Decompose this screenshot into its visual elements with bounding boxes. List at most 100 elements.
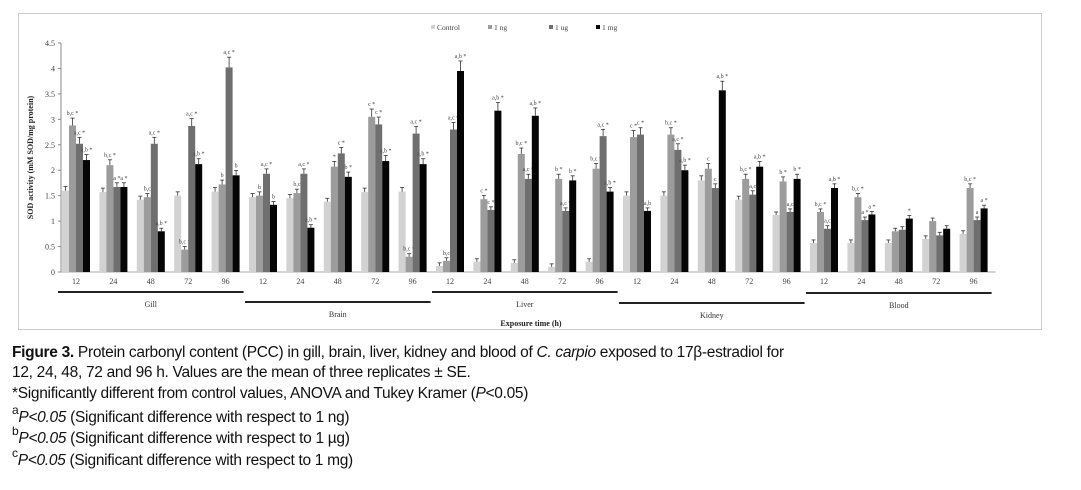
figure-panel: 0 0.5 1 1.5 2 2.5 3 3.5 4 4.5 SOD activity (mM SOD… xyxy=(18,13,1042,330)
significance-label: a,b * xyxy=(455,54,467,60)
y-tick-label: 3 xyxy=(51,115,55,124)
bar-brain-96-3 xyxy=(419,164,427,272)
bar-liver-96-3 xyxy=(606,191,614,272)
significance-label: a xyxy=(976,210,979,216)
significance-label: b * xyxy=(555,167,563,173)
significance-label: b,c * xyxy=(104,153,116,159)
bar-gill-12-0 xyxy=(62,190,69,272)
bar-kidney-48-1 xyxy=(704,168,712,272)
y-tick-label: 0.5 xyxy=(45,243,55,252)
bar-liver-96-2 xyxy=(599,136,607,272)
legend-swatch xyxy=(431,25,435,29)
significance-label: a,b xyxy=(644,201,651,207)
bar-liver-12-1 xyxy=(443,260,450,272)
significance-label: a,c * xyxy=(74,130,85,136)
y-axis-label: SOD activity (mM SOD/mg protein) xyxy=(26,95,35,219)
bar-gill-72-1 xyxy=(181,249,189,272)
y-tick-label: 0 xyxy=(51,268,55,277)
bar-liver-24-0 xyxy=(473,261,481,272)
y-tick-label: 2.5 xyxy=(45,141,55,150)
bar-gill-72-3 xyxy=(195,164,203,272)
bar-brain-48-2 xyxy=(337,153,345,272)
bar-brain-24-3 xyxy=(307,227,315,272)
significance-label: b,c * xyxy=(403,247,415,253)
y-tick-label: 1.5 xyxy=(45,192,55,201)
x-tick-label: 12 xyxy=(633,277,641,286)
significance-label: c * xyxy=(487,200,494,206)
y-tick-label: 3.5 xyxy=(45,90,55,99)
y-tick-label: 4.5 xyxy=(45,39,55,48)
significance-label: a,b * xyxy=(380,149,392,155)
significance-label: a,c * xyxy=(149,130,160,136)
organ-label: Liver xyxy=(516,300,534,309)
bar-gill-12-3 xyxy=(83,160,90,272)
x-tick-label: 12 xyxy=(820,277,828,286)
significance-label: b,c * xyxy=(515,141,527,147)
bar-liver-48-2 xyxy=(524,178,532,272)
note-text: (Significant difference with respect to … xyxy=(66,409,350,426)
p-value: P<0.05 xyxy=(18,430,67,447)
y-tick-label: 2 xyxy=(51,166,55,175)
caption-text: exposed to 17β-estradiol for xyxy=(595,344,784,361)
x-tick-label: 12 xyxy=(72,277,80,286)
bar-kidney-12-0 xyxy=(623,195,630,272)
bar-blood-12-2 xyxy=(824,228,831,272)
bar-liver-12-2 xyxy=(450,129,457,272)
significance-label: a,b * xyxy=(155,221,167,227)
x-tick-label: 48 xyxy=(521,277,529,286)
bar-brain-24-1 xyxy=(293,193,301,272)
caption-text: Protein carbonyl content (PCC) in gill, … xyxy=(73,344,537,361)
bar-brain-72-2 xyxy=(375,124,383,272)
bar-blood-96-2 xyxy=(973,220,981,272)
bar-brain-12-1 xyxy=(256,195,263,272)
bar-gill-96-2 xyxy=(225,67,233,272)
significance-label: a,b * xyxy=(754,154,766,160)
significance-label: a,b * xyxy=(492,96,504,102)
bar-gill-24-0 xyxy=(99,192,107,272)
bar-liver-96-1 xyxy=(592,168,600,272)
bar-gill-96-3 xyxy=(232,175,240,272)
bar-brain-72-0 xyxy=(361,192,369,272)
legend-label: 1 ng xyxy=(494,23,507,32)
bar-brain-12-3 xyxy=(270,204,277,272)
significance-label: a * xyxy=(981,198,988,204)
x-tick-label: 24 xyxy=(857,277,865,286)
legend-label: 1 mg xyxy=(602,23,617,32)
bar-liver-12-3 xyxy=(457,70,464,272)
significance-label: a,c * xyxy=(523,167,534,173)
bar-liver-48-0 xyxy=(510,262,518,272)
legend-label: 1 ug xyxy=(555,23,568,32)
significance-label: c * xyxy=(368,102,375,108)
bar-gill-48-3 xyxy=(157,231,165,272)
bar-brain-96-0 xyxy=(398,191,406,272)
bar-brain-96-2 xyxy=(412,133,420,272)
bar-kidney-12-1 xyxy=(630,137,637,272)
bar-gill-12-2 xyxy=(76,143,83,272)
x-tick-label: 72 xyxy=(184,277,192,286)
bar-gill-24-3 xyxy=(120,187,128,272)
caption-line-3: *Significantly different from control va… xyxy=(12,384,528,403)
bar-brain-72-1 xyxy=(368,116,376,273)
bar-liver-72-2 xyxy=(562,210,570,272)
significance-label: a,c xyxy=(787,202,794,208)
significance-label: b xyxy=(272,194,275,200)
x-tick-label: 12 xyxy=(446,277,454,286)
p-value: P<0.05 xyxy=(18,409,67,426)
bar-liver-24-2 xyxy=(487,209,495,272)
significance-label: a,b * xyxy=(193,152,205,158)
x-tick-label: 24 xyxy=(109,277,117,286)
organ-label: Kidney xyxy=(700,311,724,320)
bar-brain-72-3 xyxy=(382,161,390,272)
note-a: aP<0.05 (Significant difference with res… xyxy=(12,403,350,428)
significance-label: a,c * xyxy=(223,50,234,56)
significance-label: a,b * xyxy=(604,181,616,187)
x-axis-label: Exposure time (h) xyxy=(500,319,562,328)
bar-brain-24-2 xyxy=(300,173,308,272)
bar-blood-24-0 xyxy=(847,242,855,272)
significance-label: a,b * xyxy=(417,152,429,158)
significance-label: c xyxy=(707,157,710,163)
organ-label: Brain xyxy=(329,310,347,319)
bar-kidney-72-1 xyxy=(742,178,750,272)
bar-blood-48-3 xyxy=(905,218,913,272)
bar-kidney-72-2 xyxy=(749,194,757,272)
